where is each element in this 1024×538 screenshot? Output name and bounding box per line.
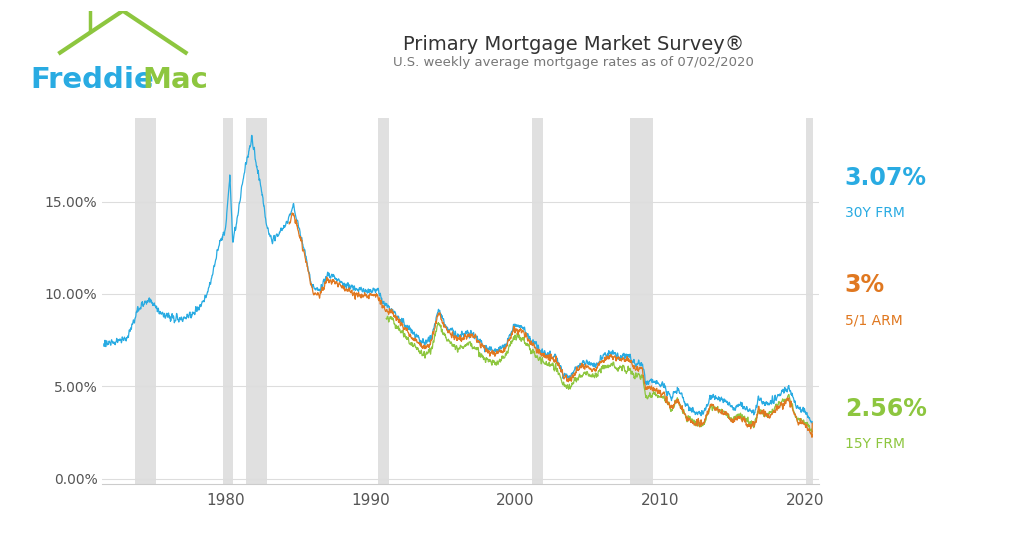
Text: 15Y FRM: 15Y FRM bbox=[845, 437, 905, 451]
Bar bbox=[532, 118, 543, 484]
Text: Freddie: Freddie bbox=[31, 66, 155, 94]
Text: U.S. weekly average mortgage rates as of 07/02/2020: U.S. weekly average mortgage rates as of… bbox=[393, 56, 754, 69]
Bar bbox=[630, 118, 652, 484]
Bar bbox=[806, 118, 813, 484]
Text: Mac: Mac bbox=[142, 66, 208, 94]
Text: 2.56%: 2.56% bbox=[845, 397, 927, 421]
Bar bbox=[222, 118, 232, 484]
Text: 5/1 ARM: 5/1 ARM bbox=[845, 313, 902, 327]
Text: Primary Mortgage Market Survey®: Primary Mortgage Market Survey® bbox=[402, 35, 744, 54]
Bar bbox=[378, 118, 389, 484]
Text: 30Y FRM: 30Y FRM bbox=[845, 206, 904, 220]
Text: 3%: 3% bbox=[845, 273, 885, 297]
Text: 3.07%: 3.07% bbox=[845, 166, 927, 189]
Bar bbox=[135, 118, 156, 484]
Bar bbox=[246, 118, 267, 484]
